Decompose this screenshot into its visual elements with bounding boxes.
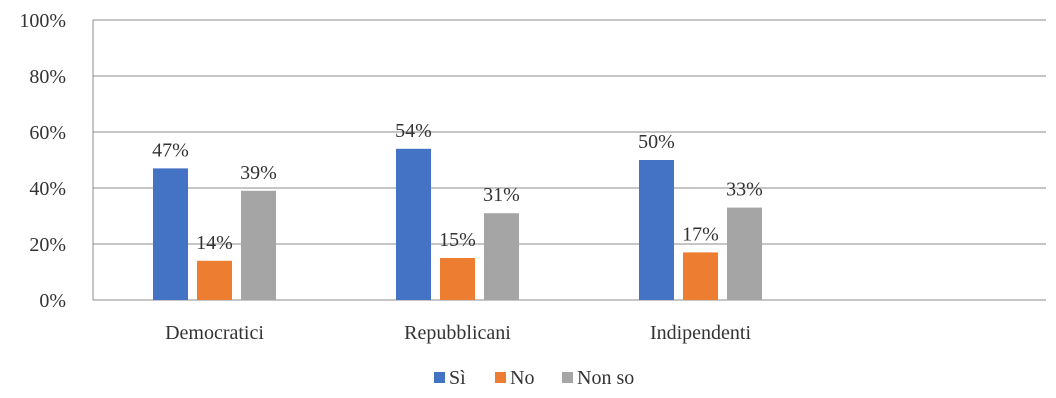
data-label-non-so-democratici: 39% <box>240 162 277 184</box>
bars <box>153 148 762 300</box>
data-labels: 47% 14% 39% 54% 15% 31% 50% 17% 33% <box>152 120 763 254</box>
bar-non-so-repubblicani <box>484 213 519 300</box>
data-label-sì-indipendenti: 50% <box>638 131 675 153</box>
bar-no-indipendenti <box>683 252 718 300</box>
legend-label-no: No <box>510 367 534 389</box>
bar-non-so-democratici <box>241 190 276 300</box>
bar-sì-indipendenti <box>639 160 674 300</box>
bar-sì-democratici <box>153 168 188 300</box>
legend-swatch-non-so <box>562 372 573 383</box>
bar-no-democratici <box>197 260 232 300</box>
y-tick-label-20: 20% <box>29 234 66 256</box>
legend-swatch-no <box>495 372 506 383</box>
data-label-non-so-repubblicani: 31% <box>483 184 520 206</box>
x-tick-label-repubblicani: Repubblicani <box>404 322 511 344</box>
data-label-no-repubblicani: 15% <box>439 229 476 251</box>
x-axis-category-labels: Democratici Repubblicani Indipendenti <box>165 322 751 344</box>
y-tick-label-60: 60% <box>29 122 66 144</box>
legend-label-sì: Sì <box>449 367 466 389</box>
x-tick-label-indipendenti: Indipendenti <box>650 322 752 344</box>
data-label-no-indipendenti: 17% <box>682 223 719 245</box>
legend-label-non-so: Non so <box>577 367 634 389</box>
gridlines <box>92 19 1046 301</box>
bar-non-so-indipendenti <box>727 207 762 300</box>
data-label-sì-repubblicani: 54% <box>395 120 432 142</box>
data-label-no-democratici: 14% <box>196 232 233 254</box>
y-axis-tick-labels: 0% 20% 40% 60% 80% 100% <box>19 10 66 312</box>
y-tick-label-100: 100% <box>19 10 66 32</box>
x-tick-label-democratici: Democratici <box>165 322 264 344</box>
legend-swatch-sì <box>434 372 445 383</box>
y-tick-label-80: 80% <box>29 66 66 88</box>
data-label-sì-democratici: 47% <box>152 139 189 161</box>
y-tick-label-40: 40% <box>29 178 66 200</box>
y-tick-label-0: 0% <box>39 290 66 312</box>
bar-sì-repubblicani <box>396 148 431 300</box>
data-label-non-so-indipendenti: 33% <box>726 179 763 201</box>
legend: Sì No Non so <box>434 367 634 389</box>
bar-no-repubblicani <box>440 258 475 300</box>
